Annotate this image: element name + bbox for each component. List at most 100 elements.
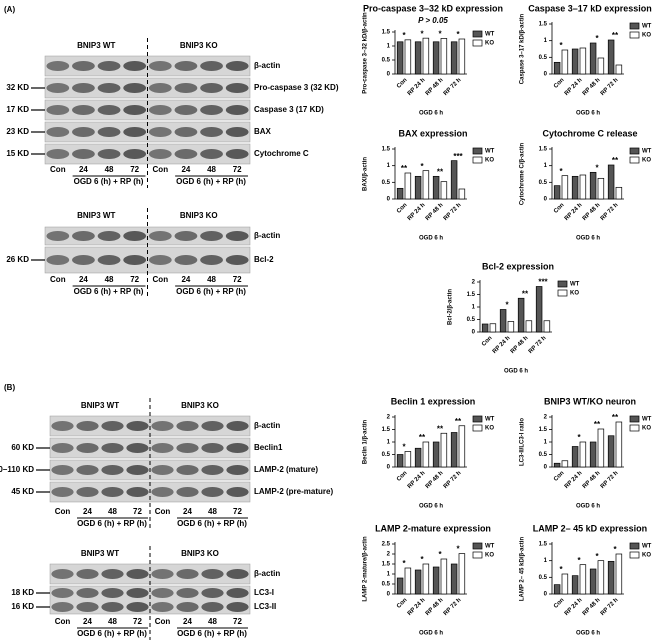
- legend-label: WT: [642, 544, 652, 550]
- band: [151, 487, 174, 497]
- legend-swatch: [472, 542, 483, 550]
- band: [97, 83, 121, 93]
- legend-label: WT: [642, 149, 652, 155]
- band: [148, 149, 172, 159]
- significance: **: [612, 156, 619, 165]
- x-tick-label: RP 72 h: [600, 597, 620, 617]
- lane-label: 24: [83, 617, 92, 626]
- bar: [589, 171, 597, 200]
- legend-swatch: [472, 147, 483, 155]
- y-tick-label: 1: [387, 440, 391, 446]
- y-tick-label: 1: [387, 572, 391, 578]
- lane-label: 48: [207, 165, 216, 174]
- y-tick-label: 0: [544, 72, 548, 78]
- chart-title: BAX expression: [398, 128, 467, 138]
- band: [174, 127, 198, 137]
- lane-label: Con: [153, 165, 169, 174]
- x-tick-label: Con: [481, 335, 494, 348]
- band: [51, 588, 74, 598]
- bar: [615, 186, 623, 200]
- legend-swatch: [629, 542, 640, 550]
- significance: *: [456, 30, 460, 39]
- bar: [432, 41, 440, 75]
- bar: [458, 38, 466, 75]
- band: [97, 149, 121, 159]
- band: [225, 255, 249, 265]
- legend-swatch: [629, 156, 640, 164]
- x-tick-label: Con: [396, 597, 409, 610]
- protein-label: Beclin1: [254, 443, 283, 452]
- legend-label: WT: [570, 282, 580, 288]
- lane-label: Con: [153, 275, 169, 284]
- band: [225, 149, 249, 159]
- y-tick-label: 0: [387, 197, 391, 203]
- y-tick-label: 0.5: [539, 55, 548, 61]
- bar: [579, 47, 587, 75]
- band: [200, 61, 223, 71]
- x-axis-label: OGD 6 h: [504, 369, 528, 375]
- band: [151, 588, 174, 598]
- x-tick-label: RP 48 h: [425, 77, 445, 97]
- significance: *: [420, 162, 424, 171]
- y-tick-label: 1: [387, 44, 391, 50]
- legend-label: WT: [485, 417, 495, 423]
- band: [76, 569, 99, 579]
- significance: *: [402, 443, 406, 452]
- x-axis-label: OGD 6 h: [576, 111, 600, 117]
- y-tick-label: 0.5: [382, 180, 391, 186]
- band: [176, 465, 199, 475]
- band: [176, 443, 199, 453]
- bar: [517, 297, 525, 333]
- y-tick-label: 2: [472, 280, 476, 286]
- bar: [396, 577, 404, 595]
- lane-label: 24: [79, 165, 88, 174]
- significance: *: [613, 545, 617, 554]
- bar: [450, 432, 458, 468]
- y-axis-label: BAX/β-actin: [363, 157, 369, 191]
- bar: [597, 177, 605, 200]
- significance: **: [437, 424, 444, 433]
- band: [126, 588, 149, 598]
- significance: **: [455, 417, 462, 426]
- legend-swatch: [557, 280, 568, 288]
- significance: **: [401, 164, 408, 173]
- lane-label: 72: [133, 507, 142, 516]
- x-tick-label: Con: [553, 470, 566, 483]
- protein-label: BAX: [254, 127, 272, 136]
- y-tick-label: 1.5: [539, 542, 548, 548]
- x-axis-label: OGD 6 h: [419, 111, 443, 117]
- band: [72, 105, 95, 115]
- bar: [607, 164, 615, 200]
- x-tick-label: Con: [396, 470, 409, 483]
- band: [76, 465, 99, 475]
- band: [174, 255, 198, 265]
- band: [200, 127, 223, 137]
- band: [76, 421, 99, 431]
- bar: [561, 49, 569, 75]
- lane-label: 72: [233, 617, 242, 626]
- bar: [561, 573, 569, 595]
- bar: [414, 447, 422, 468]
- band: [151, 421, 174, 431]
- protein-label: β-actin: [254, 61, 280, 70]
- bar: [404, 172, 412, 200]
- x-tick-label: RP 24 h: [407, 77, 427, 97]
- bar: [571, 175, 579, 200]
- band: [176, 588, 199, 598]
- lane-label: Con: [155, 507, 171, 516]
- bar: [396, 454, 404, 468]
- band: [76, 588, 99, 598]
- group-label: BNIP3 KO: [180, 41, 218, 50]
- y-tick-label: 0: [544, 592, 548, 598]
- y-tick-label: 0.5: [382, 582, 391, 588]
- band: [225, 83, 249, 93]
- x-tick-label: Con: [553, 202, 566, 215]
- lane-label: 48: [105, 165, 114, 174]
- band: [46, 127, 70, 137]
- x-tick-label: RP 24 h: [564, 470, 584, 490]
- legend-label: WT: [642, 417, 652, 423]
- legend-swatch: [629, 551, 640, 559]
- band: [97, 105, 121, 115]
- x-tick-label: RP 24 h: [407, 202, 427, 222]
